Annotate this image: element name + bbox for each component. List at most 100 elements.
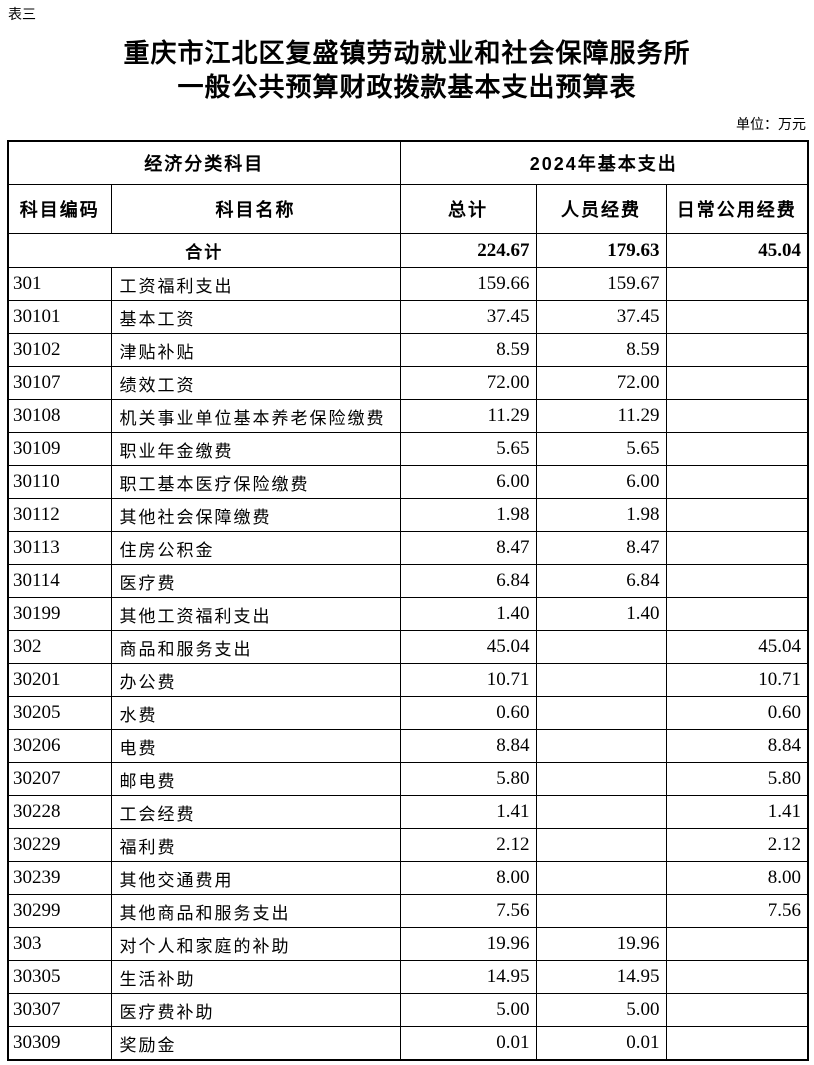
- cell-total: 2.12: [399, 828, 537, 862]
- cell-personnel: 11.29: [535, 399, 667, 433]
- cell-total: 72.00: [399, 366, 537, 400]
- cell-code: 30207: [7, 762, 112, 796]
- table-row: 30110 职工基本医疗保险缴费 6.00 6.00: [7, 465, 809, 499]
- cell-total: 5.65: [399, 432, 537, 466]
- cell-personnel: 8.47: [535, 531, 667, 565]
- cell-code: 30305: [7, 960, 112, 994]
- cell-total: 5.00: [399, 993, 537, 1027]
- cell-code: 30114: [7, 564, 112, 598]
- summary-personnel: 179.63: [535, 233, 667, 268]
- cell-name: 其他商品和服务支出: [110, 894, 401, 928]
- cell-code: 303: [7, 927, 112, 961]
- cell-personnel: 72.00: [535, 366, 667, 400]
- cell-code: 30199: [7, 597, 112, 631]
- cell-personnel: [535, 894, 667, 928]
- cell-daily: 10.71: [665, 663, 809, 697]
- cell-daily: [665, 267, 809, 301]
- table-row: 30113 住房公积金 8.47 8.47: [7, 531, 809, 565]
- cell-name: 其他交通费用: [110, 861, 401, 895]
- summary-label: 合计: [7, 233, 401, 268]
- budget-table: 经济分类科目 2024年基本支出 科目编码 科目名称 总计 人员经费 日常公用经…: [7, 140, 810, 1061]
- cell-daily: [665, 531, 809, 565]
- cell-daily: [665, 498, 809, 532]
- page-title-line1: 重庆市江北区复盛镇劳动就业和社会保障服务所: [123, 38, 691, 68]
- table-row: 30207 邮电费 5.80 5.80: [7, 762, 809, 796]
- cell-total: 0.60: [399, 696, 537, 730]
- cell-code: 302: [7, 630, 112, 664]
- table-row: 30299 其他商品和服务支出 7.56 7.56: [7, 894, 809, 928]
- cell-code: 301: [7, 267, 112, 301]
- cell-daily: [665, 960, 809, 994]
- cell-total: 8.47: [399, 531, 537, 565]
- cell-code: 30205: [7, 696, 112, 730]
- table-row: 30305 生活补助 14.95 14.95: [7, 960, 809, 994]
- cell-name: 水费: [110, 696, 401, 730]
- table-row: 30109 职业年金缴费 5.65 5.65: [7, 432, 809, 466]
- cell-name: 奖励金: [110, 1026, 401, 1061]
- summary-daily: 45.04: [665, 233, 809, 268]
- cell-daily: 5.80: [665, 762, 809, 796]
- cell-total: 8.84: [399, 729, 537, 763]
- table-row: 303 对个人和家庭的补助 19.96 19.96: [7, 927, 809, 961]
- cell-name: 医疗费补助: [110, 993, 401, 1027]
- table-row: 30307 医疗费补助 5.00 5.00: [7, 993, 809, 1027]
- cell-total: 10.71: [399, 663, 537, 697]
- cell-personnel: [535, 696, 667, 730]
- cell-name: 商品和服务支出: [110, 630, 401, 664]
- cell-code: 30110: [7, 465, 112, 499]
- cell-total: 0.01: [399, 1026, 537, 1061]
- table-body: 合计 224.67 179.63 45.04 301 工资福利支出 159.66 15…: [7, 233, 809, 1061]
- table-row: 30108 机关事业单位基本养老保险缴费 11.29 11.29: [7, 399, 809, 433]
- corner-label: 表三: [8, 8, 36, 23]
- table-row: 30205 水费 0.60 0.60: [7, 696, 809, 730]
- cell-code: 30113: [7, 531, 112, 565]
- unit-label: 单位：万元: [736, 118, 806, 133]
- summary-row: 合计 224.67 179.63 45.04: [7, 233, 809, 268]
- table-row: 30206 电费 8.84 8.84: [7, 729, 809, 763]
- cell-daily: [665, 564, 809, 598]
- table-row: 30199 其他工资福利支出 1.40 1.40: [7, 597, 809, 631]
- cell-name: 邮电费: [110, 762, 401, 796]
- cell-name: 医疗费: [110, 564, 401, 598]
- column-header-personnel: 人员经费: [535, 184, 667, 234]
- cell-daily: [665, 1026, 809, 1061]
- header-economic-classification: 经济分类科目: [7, 140, 401, 185]
- table-row: 30114 医疗费 6.84 6.84: [7, 564, 809, 598]
- cell-personnel: 6.84: [535, 564, 667, 598]
- cell-personnel: [535, 828, 667, 862]
- table-row: 30112 其他社会保障缴费 1.98 1.98: [7, 498, 809, 532]
- cell-total: 6.84: [399, 564, 537, 598]
- cell-code: 30201: [7, 663, 112, 697]
- table-row: 30101 基本工资 37.45 37.45: [7, 300, 809, 334]
- cell-personnel: 0.01: [535, 1026, 667, 1061]
- cell-daily: 7.56: [665, 894, 809, 928]
- cell-name: 津贴补贴: [110, 333, 401, 367]
- cell-code: 30299: [7, 894, 112, 928]
- cell-personnel: 5.65: [535, 432, 667, 466]
- cell-personnel: [535, 795, 667, 829]
- cell-code: 30228: [7, 795, 112, 829]
- cell-code: 30309: [7, 1026, 112, 1061]
- column-header-name: 科目名称: [110, 184, 401, 234]
- header-2024-basic-expenditure: 2024年基本支出: [399, 140, 809, 185]
- cell-total: 37.45: [399, 300, 537, 334]
- cell-personnel: [535, 762, 667, 796]
- cell-daily: [665, 465, 809, 499]
- cell-code: 30239: [7, 861, 112, 895]
- cell-personnel: 159.67: [535, 267, 667, 301]
- table-row: 301 工资福利支出 159.66 159.67: [7, 267, 809, 301]
- cell-total: 6.00: [399, 465, 537, 499]
- cell-name: 工会经费: [110, 795, 401, 829]
- table-row: 30309 奖励金 0.01 0.01: [7, 1026, 809, 1061]
- cell-total: 8.59: [399, 333, 537, 367]
- column-header-daily: 日常公用经费: [665, 184, 809, 234]
- cell-name: 对个人和家庭的补助: [110, 927, 401, 961]
- cell-daily: 0.60: [665, 696, 809, 730]
- cell-total: 19.96: [399, 927, 537, 961]
- cell-personnel: 1.40: [535, 597, 667, 631]
- cell-daily: [665, 432, 809, 466]
- cell-daily: [665, 366, 809, 400]
- cell-code: 30307: [7, 993, 112, 1027]
- header-group-row: 经济分类科目 2024年基本支出: [7, 140, 809, 185]
